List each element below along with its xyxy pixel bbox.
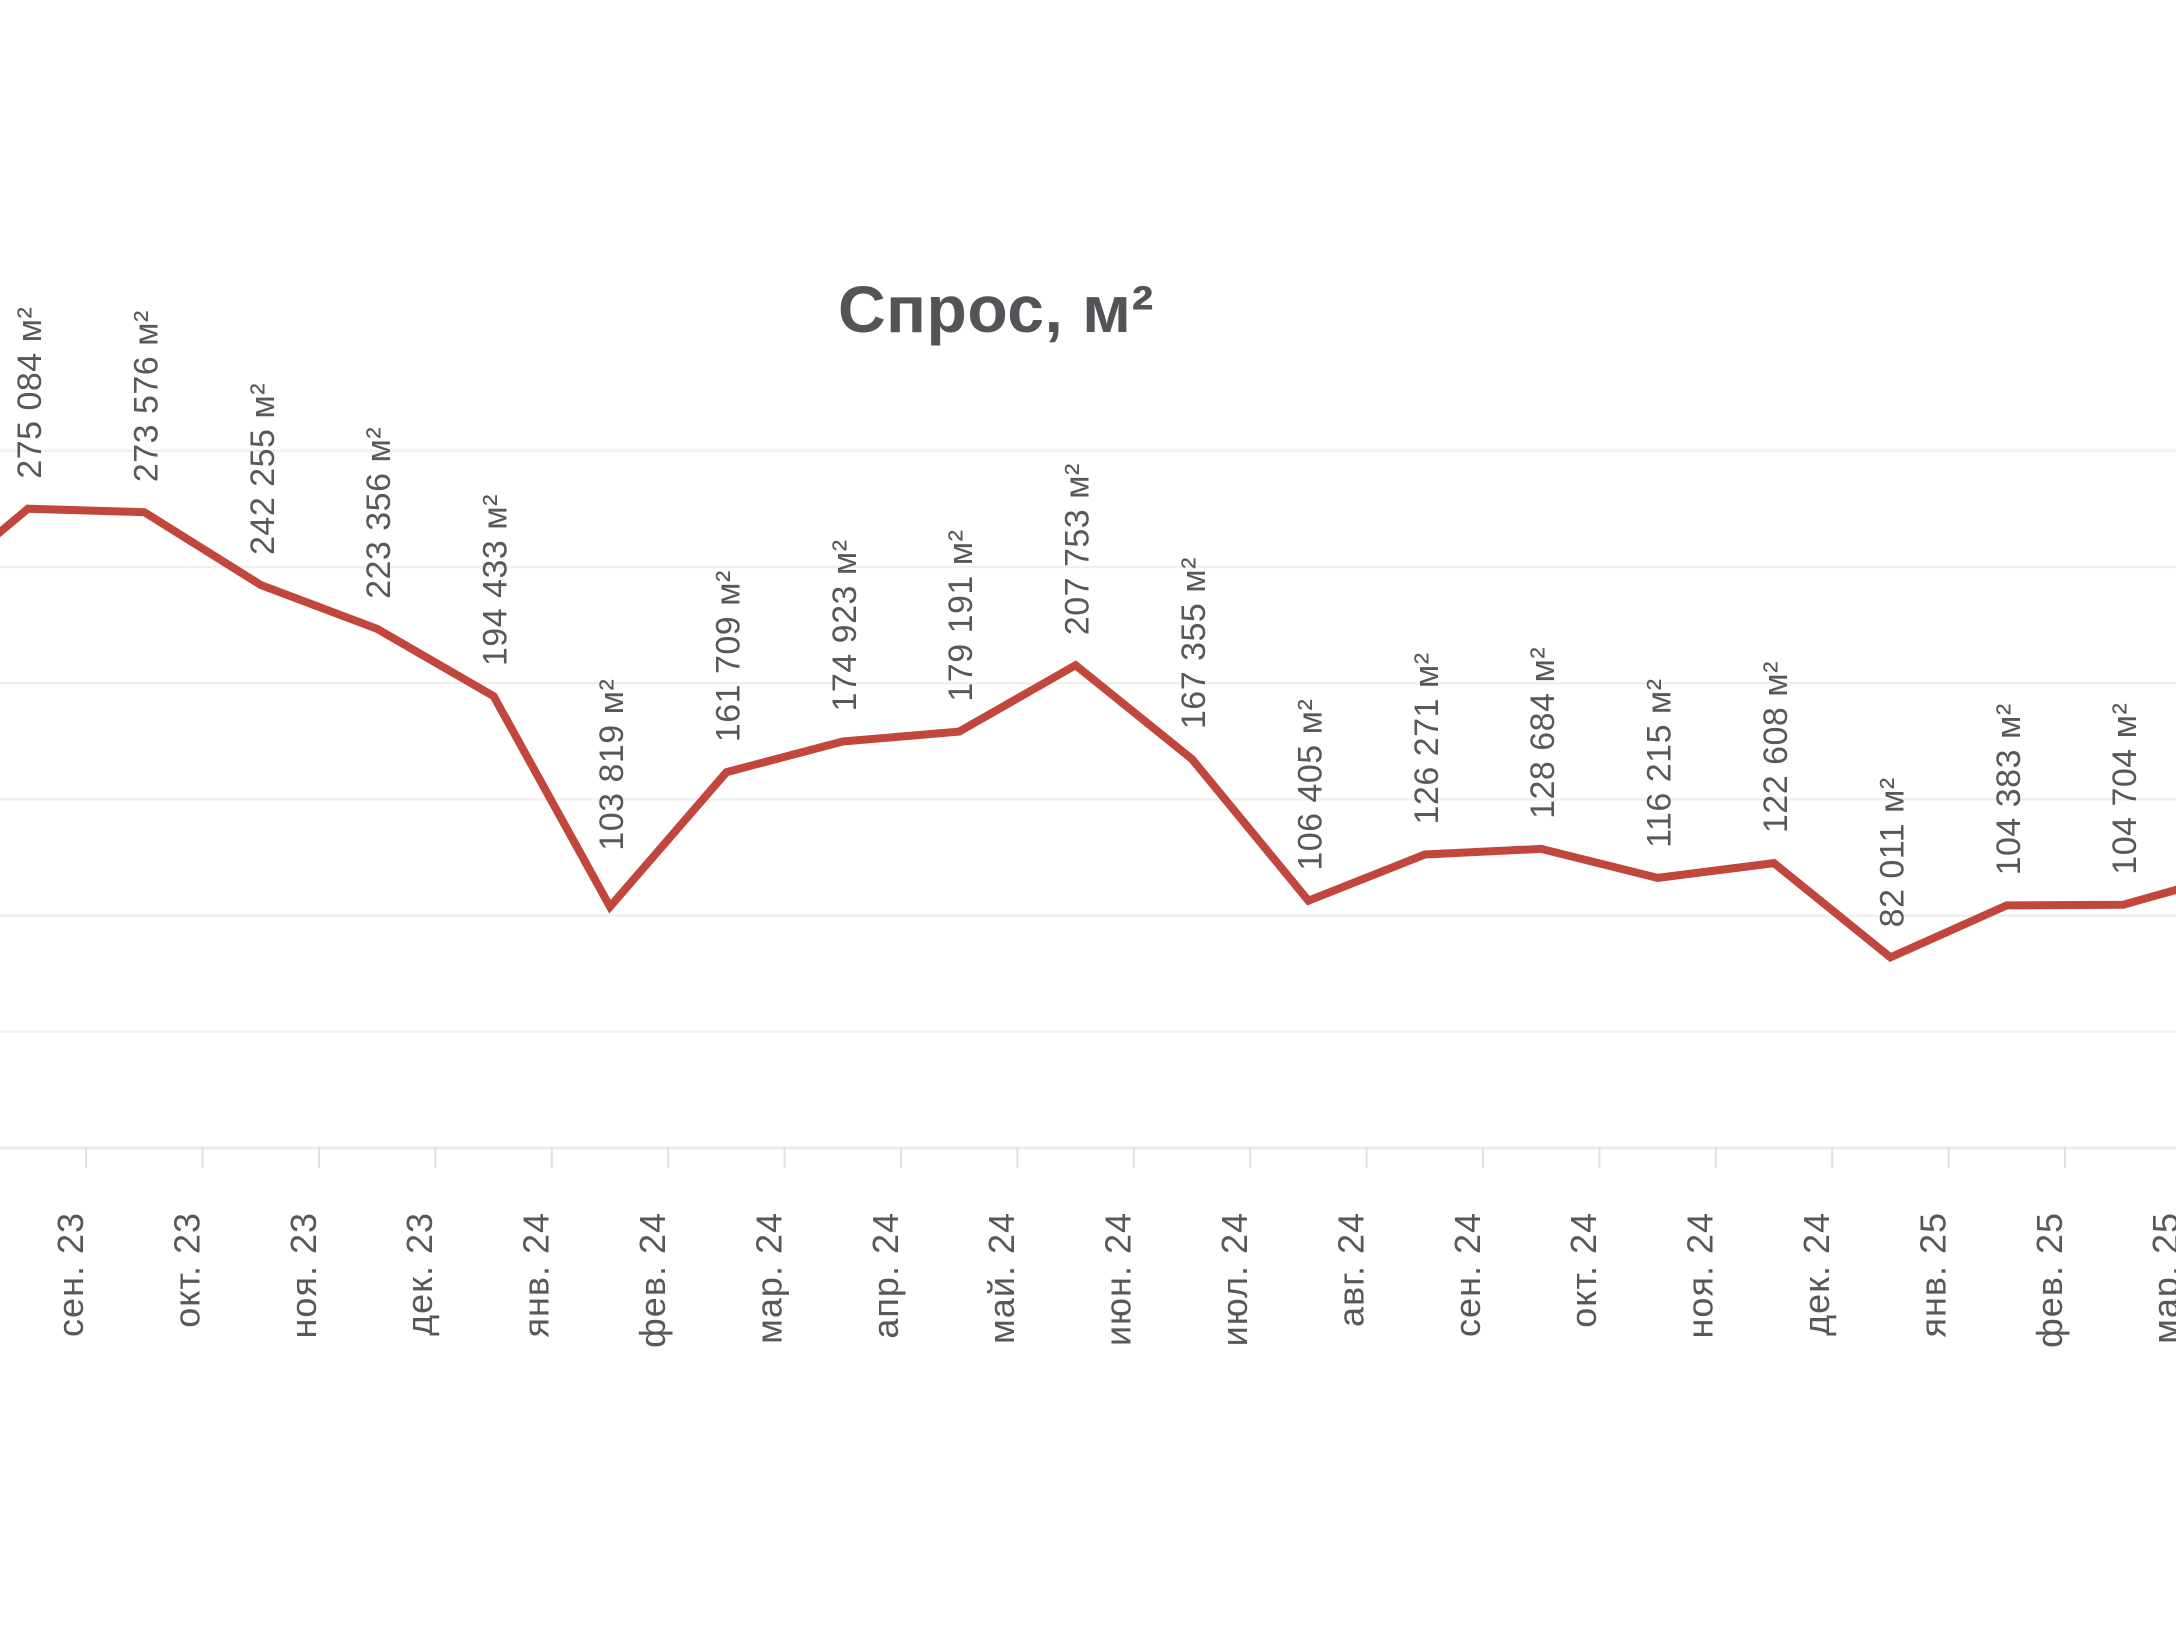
demand-series-line (0, 504, 2176, 963)
month-label: окт. 24 (1563, 1212, 1604, 1328)
month-label: апр. 24 (865, 1212, 906, 1339)
month-label: сен. 24 (1447, 1212, 1488, 1337)
month-label: фев. 24 (632, 1212, 673, 1348)
month-label: июл. 24 (1214, 1212, 1255, 1346)
value-label: 161 709 м² (709, 570, 747, 742)
value-label: 223 356 м² (360, 427, 398, 599)
month-label: сен. 23 (50, 1212, 91, 1337)
month-label: авг. 24 (1330, 1212, 1371, 1327)
value-label: 116 215 м² (1641, 678, 1679, 848)
month-label: дек. 24 (1796, 1212, 1837, 1336)
month-label: дек. 23 (399, 1212, 440, 1336)
month-label: мар. 24 (748, 1212, 789, 1344)
month-label: янв. 25 (1912, 1212, 1953, 1338)
month-label: окт. 23 (166, 1212, 207, 1328)
month-label: ноя. 23 (283, 1212, 324, 1338)
month-label: май. 24 (981, 1212, 1022, 1344)
value-label: 273 576 м² (127, 310, 165, 482)
value-label: 174 923 м² (826, 539, 864, 711)
month-label: мар. 25 (2145, 1212, 2176, 1344)
value-label: 207 753 м² (1059, 463, 1097, 635)
value-label: 126 271 м² (1408, 652, 1446, 824)
x-axis-month-labels: сен. 23 окт. 23 ноя. 23 дек. 23 янв. 24 фев. … (50, 1212, 2176, 1348)
gridlines (0, 449, 2176, 1034)
value-label: 104 383 м² (1990, 703, 2028, 875)
x-axis-ticks (85, 1147, 2066, 1168)
value-labels: 275 084 м² 273 576 м² 242 255 м² 223 356 м²… (11, 307, 2144, 928)
value-label: 82 011 м² (1873, 777, 1911, 927)
value-label: 179 191 м² (942, 530, 980, 702)
month-label: июн. 24 (1098, 1212, 1139, 1346)
value-label: 128 684 м² (1524, 647, 1562, 819)
value-label: 167 355 м² (1175, 557, 1213, 729)
value-label: 103 819 м² (593, 679, 631, 851)
value-label: 242 255 м² (244, 383, 282, 555)
chart-title: Спрос, м² (838, 272, 1154, 346)
month-label: фев. 25 (2029, 1212, 2070, 1348)
value-label: 194 433 м² (477, 494, 515, 666)
month-label: ноя. 24 (1680, 1212, 1721, 1338)
month-label: янв. 24 (516, 1212, 557, 1338)
value-label: 275 084 м² (11, 307, 49, 479)
value-label: 122 608 м² (1757, 661, 1795, 833)
value-label: 104 704 м² (2106, 703, 2144, 875)
value-label: 106 405 м² (1291, 699, 1329, 871)
